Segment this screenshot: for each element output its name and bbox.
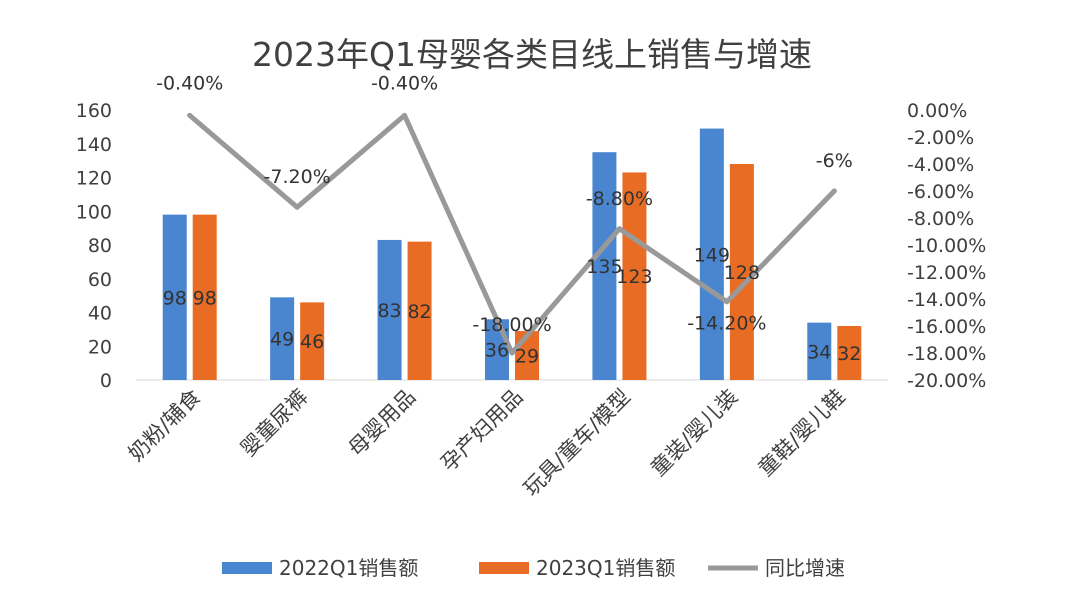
legend-item: 2022Q1销售额 [222, 556, 418, 580]
growth-point [402, 112, 408, 118]
bar-2022q1 [485, 319, 509, 380]
bar-2023q1 [837, 326, 862, 380]
bar-2023q1 [192, 214, 217, 380]
bar-value-label-2022q1: 34 [807, 341, 831, 363]
bar-2023q1 [300, 302, 325, 380]
bar-value-label-2023q1: 128 [724, 262, 760, 284]
growth-value-label: -6% [816, 150, 853, 172]
bar-2022q1 [377, 239, 402, 380]
bar-2022q1 [699, 128, 724, 380]
bar-2023q1 [729, 164, 754, 380]
x-tick-label: 孕产妇用品 [436, 385, 527, 476]
x-tick-label: 婴童尿裤 [236, 385, 312, 461]
bar-value-label-2022q1: 83 [377, 300, 401, 322]
growth-value-label: -14.20% [687, 313, 766, 335]
bar-value-label-2022q1: 98 [163, 287, 187, 309]
bar-value-label-2023q1: 82 [407, 301, 431, 323]
x-tick-label: 童鞋/婴儿鞋 [754, 385, 850, 481]
chart-title: 2023年Q1母婴各类目线上销售与增速 [252, 35, 812, 74]
x-tick-label: 奶粉/辅食 [124, 385, 205, 466]
bar-value-label-2022q1: 36 [485, 340, 509, 362]
legend-swatch [222, 562, 272, 574]
bar-value-label-2023q1: 123 [616, 266, 652, 288]
y-left-tick-label: 160 [76, 100, 112, 122]
y-right-tick-label: -20.00% [907, 370, 986, 392]
legend-item: 2023Q1销售额 [479, 556, 675, 580]
bar-value-label-2023q1: 98 [193, 287, 217, 309]
y-left-tick-label: 0 [100, 370, 112, 392]
legend-label: 同比增速 [765, 556, 845, 580]
y-left-tick-label: 40 [88, 303, 112, 325]
growth-point [294, 204, 300, 210]
y-right-tick-label: 0.00% [907, 100, 967, 122]
y-left-tick-label: 80 [88, 235, 112, 257]
legend-swatch [479, 562, 529, 574]
y-right-tick-label: -14.00% [907, 289, 986, 311]
x-tick-label: 母婴用品 [344, 385, 420, 461]
x-tick-label: 童装/婴儿装 [646, 385, 742, 481]
bar-value-label-2023q1: 46 [300, 331, 324, 353]
y-right-tick-label: -2.00% [907, 127, 974, 149]
legend-item: 同比增速 [708, 556, 845, 580]
growth-value-label: -0.40% [156, 72, 223, 94]
bar-2023q1 [407, 241, 432, 380]
growth-point [724, 299, 730, 305]
growth-point [616, 226, 622, 232]
bar-2022q1 [807, 322, 832, 380]
y-right-tick-label: -8.00% [907, 208, 974, 230]
growth-value-label: -7.20% [264, 166, 331, 188]
y-left-tick-label: 100 [76, 201, 112, 223]
legend-label: 2022Q1销售额 [279, 556, 418, 580]
growth-value-label: -18.00% [472, 314, 551, 336]
y-right-tick-label: -4.00% [907, 154, 974, 176]
y-right-tick-label: -6.00% [907, 181, 974, 203]
y-left-tick-label: 120 [76, 168, 112, 190]
bar-2023q1 [622, 172, 647, 380]
bar-value-label-2022q1: 149 [694, 244, 730, 266]
bar-value-label-2023q1: 32 [837, 343, 861, 365]
growth-point [831, 188, 837, 194]
legend-label: 2023Q1销售额 [536, 556, 675, 580]
y-left-tick-label: 60 [88, 269, 112, 291]
bar-2022q1 [162, 214, 187, 380]
bar-2022q1 [270, 297, 295, 380]
y-right-tick-label: -18.00% [907, 343, 986, 365]
growth-point [509, 350, 515, 356]
growth-point [187, 112, 193, 118]
bar-value-label-2022q1: 135 [586, 256, 622, 278]
y-left-tick-label: 20 [88, 336, 112, 358]
bar-2022q1 [592, 152, 617, 380]
bar-value-label-2022q1: 49 [270, 329, 294, 351]
y-left-tick-label: 140 [76, 134, 112, 156]
y-right-tick-label: -12.00% [907, 262, 986, 284]
bar-value-label-2023q1: 29 [515, 346, 539, 368]
growth-value-label: -8.80% [586, 188, 653, 210]
x-tick-label: 玩具/童车/模型 [519, 385, 635, 501]
y-right-tick-label: -16.00% [907, 316, 986, 338]
y-right-tick-label: -10.00% [907, 235, 986, 257]
growth-value-label: -0.40% [371, 72, 438, 94]
